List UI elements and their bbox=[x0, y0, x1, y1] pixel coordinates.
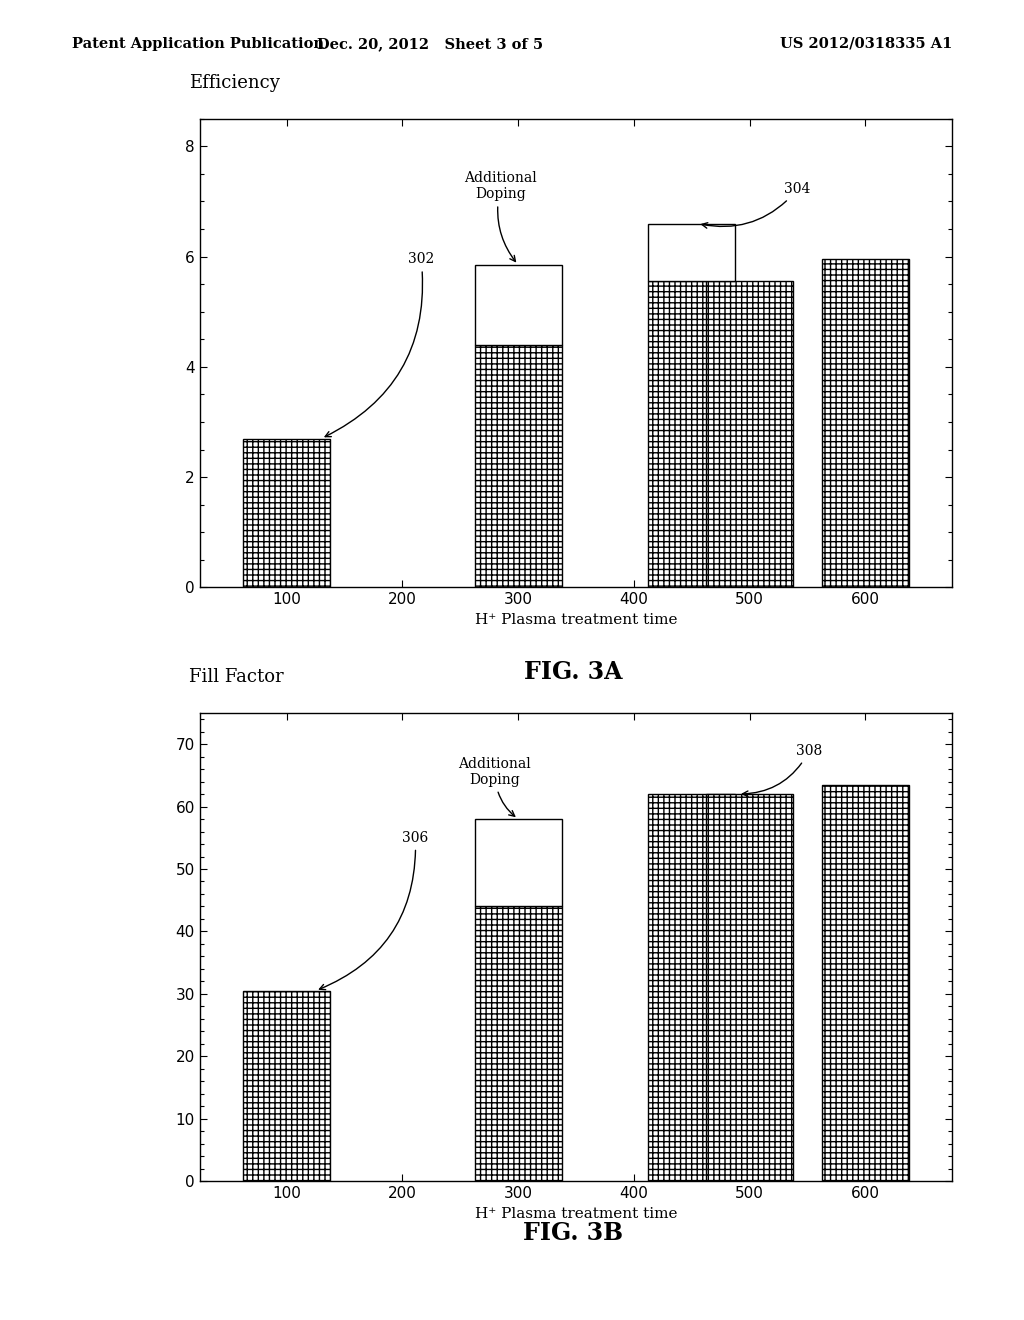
X-axis label: H⁺ Plasma treatment time: H⁺ Plasma treatment time bbox=[475, 612, 677, 627]
Text: US 2012/0318335 A1: US 2012/0318335 A1 bbox=[780, 37, 952, 51]
Bar bbox=[648, 795, 735, 1181]
Text: FIG. 3B: FIG. 3B bbox=[523, 1221, 624, 1245]
Bar bbox=[243, 991, 330, 1181]
Text: Efficiency: Efficiency bbox=[189, 74, 281, 92]
Bar bbox=[822, 784, 909, 1181]
X-axis label: H⁺ Plasma treatment time: H⁺ Plasma treatment time bbox=[475, 1206, 677, 1221]
Bar bbox=[707, 795, 794, 1181]
Text: FIG. 3A: FIG. 3A bbox=[524, 660, 623, 684]
Text: Fill Factor: Fill Factor bbox=[189, 668, 284, 686]
Bar bbox=[243, 438, 330, 587]
Text: 306: 306 bbox=[319, 830, 429, 990]
Text: Dec. 20, 2012   Sheet 3 of 5: Dec. 20, 2012 Sheet 3 of 5 bbox=[317, 37, 543, 51]
Bar bbox=[475, 907, 561, 1181]
Text: 308: 308 bbox=[742, 744, 822, 796]
Bar bbox=[648, 223, 735, 281]
Bar bbox=[475, 345, 561, 587]
Bar bbox=[475, 818, 561, 907]
Bar bbox=[475, 265, 561, 345]
Bar bbox=[707, 281, 794, 587]
Text: Patent Application Publication: Patent Application Publication bbox=[72, 37, 324, 51]
Text: Additional
Doping: Additional Doping bbox=[459, 756, 531, 816]
Text: 304: 304 bbox=[701, 182, 811, 228]
Text: 302: 302 bbox=[326, 252, 434, 437]
Bar bbox=[648, 281, 735, 587]
Bar bbox=[822, 259, 909, 587]
Text: Additional
Doping: Additional Doping bbox=[464, 172, 538, 261]
